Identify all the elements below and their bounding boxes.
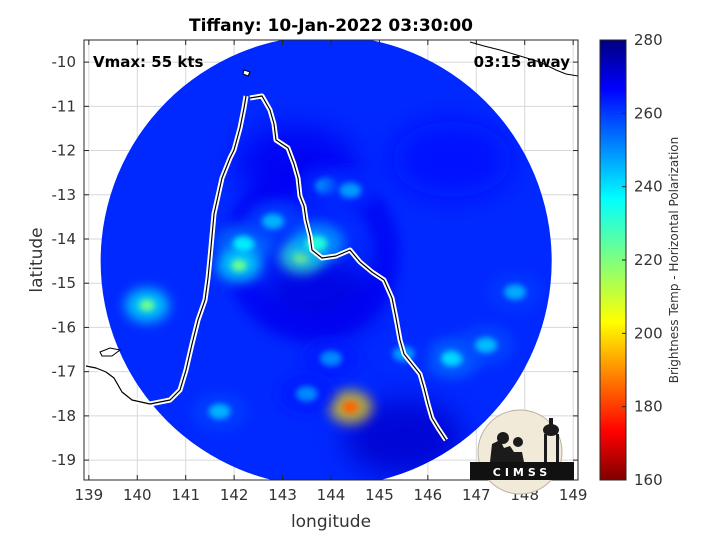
colorbar-tick-label: 160 [634, 471, 663, 489]
colorbar-tick-label: 240 [634, 178, 663, 196]
x-tick-label: 140 [123, 486, 152, 504]
feature-core [441, 350, 464, 367]
cimss-logo: CIMSS [470, 409, 574, 495]
feature-core [342, 400, 359, 414]
feature-core [261, 213, 284, 230]
colorbar-tick-label: 180 [634, 398, 663, 416]
feature-core [231, 259, 247, 272]
feature-core [139, 299, 155, 312]
coastline-east-edge [249, 95, 447, 441]
y-tick-label: -13 [52, 186, 77, 204]
coastline-cape-york-edge [85, 95, 247, 405]
feature-core [474, 337, 497, 353]
colorbar-tick-label: 220 [634, 251, 663, 269]
y-axis-label: latitude [27, 227, 47, 292]
y-tick-label: -16 [52, 318, 77, 336]
cold-region [392, 121, 513, 198]
colorbar-tick-label: 280 [634, 31, 663, 49]
feature-core [208, 403, 231, 420]
y-axis: -10 -11 -12 -13 -14 -15 -16 -17 -18 -19 [52, 53, 578, 469]
x-axis-label: longitude [291, 512, 371, 532]
y-tick-label: -10 [52, 53, 77, 71]
x-tick-label: 145 [365, 486, 394, 504]
x-tick-label: 147 [462, 486, 491, 504]
y-tick-label: -19 [52, 451, 77, 469]
chart-title: Tiffany: 10-Jan-2022 03:30:00 [189, 16, 473, 36]
x-tick-label: 146 [414, 486, 443, 504]
y-tick-label: -14 [52, 230, 77, 248]
cimss-logo-text: CIMSS [493, 466, 551, 479]
feature-core [320, 350, 342, 367]
feature-core [232, 235, 255, 252]
vmax-annotation: Vmax: 55 kts [93, 53, 203, 71]
feature-core [504, 284, 527, 300]
x-tick-label: 144 [317, 486, 346, 504]
x-tick-label: 142 [220, 486, 249, 504]
time-offset-annotation: 03:15 away [474, 53, 571, 71]
y-tick-label: -15 [52, 274, 77, 292]
colorbar-tick-label: 200 [634, 324, 663, 342]
x-tick-label: 141 [171, 486, 200, 504]
y-tick-label: -18 [52, 407, 77, 425]
y-tick-label: -17 [52, 363, 77, 381]
x-tick-label: 143 [268, 486, 297, 504]
warm-features [124, 165, 544, 432]
coastline-islands [99, 69, 251, 357]
feature-core [339, 182, 362, 199]
y-tick-label: -11 [52, 97, 77, 115]
colorbar-label: Brightness Temp - Horizontal Polarizatio… [667, 137, 681, 384]
colorbar-ticks: 160 180 200 220 240 260 280 [622, 31, 663, 489]
coastline-new-guinea [469, 41, 578, 77]
x-tick-label: 139 [75, 486, 104, 504]
y-tick-label: -12 [52, 142, 77, 160]
feature-core [295, 386, 318, 402]
x-tick-label: 149 [559, 486, 588, 504]
colorbar-tick-label: 260 [634, 104, 663, 122]
